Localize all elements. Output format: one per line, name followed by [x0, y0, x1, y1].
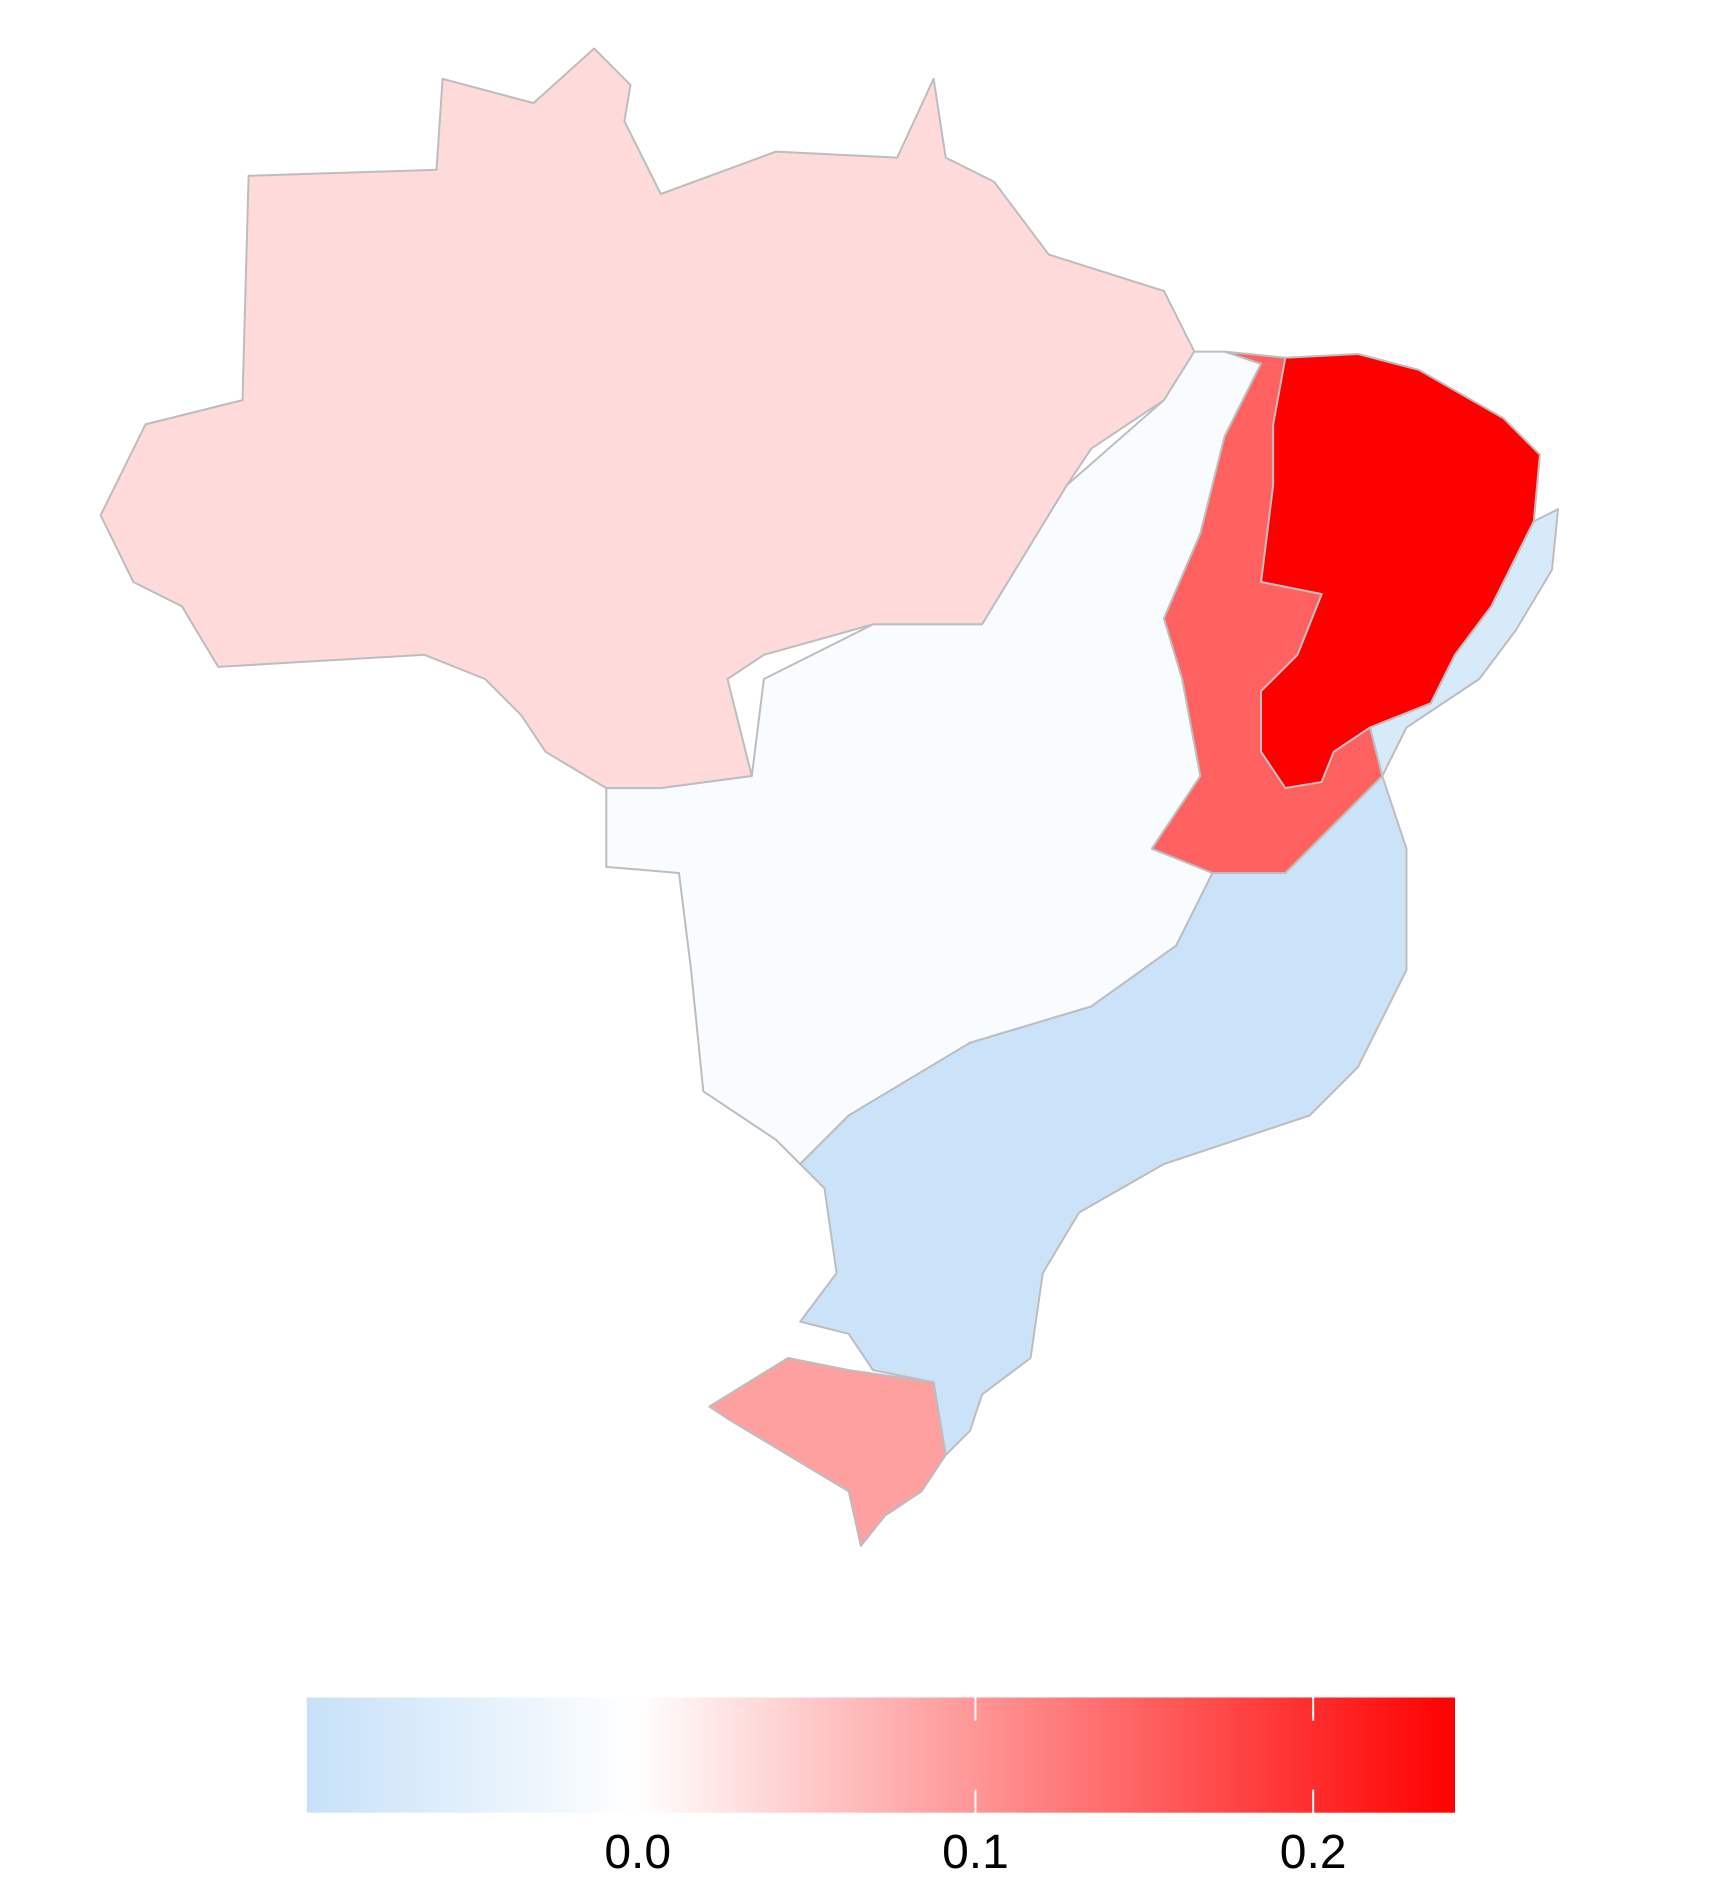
colorbar-tick-label: 0.0 [604, 1826, 671, 1879]
colorbar-gradient [306, 1697, 1456, 1813]
colorbar: 0.0 0.1 0.2 [306, 1697, 1456, 1879]
regions [99, 47, 1560, 1547]
region [708, 1357, 947, 1547]
colorbar-tick-label: 0.1 [942, 1826, 1009, 1879]
colorbar-tick-label: 0.2 [1280, 1826, 1347, 1879]
region [799, 775, 1408, 1456]
region [1369, 508, 1560, 777]
